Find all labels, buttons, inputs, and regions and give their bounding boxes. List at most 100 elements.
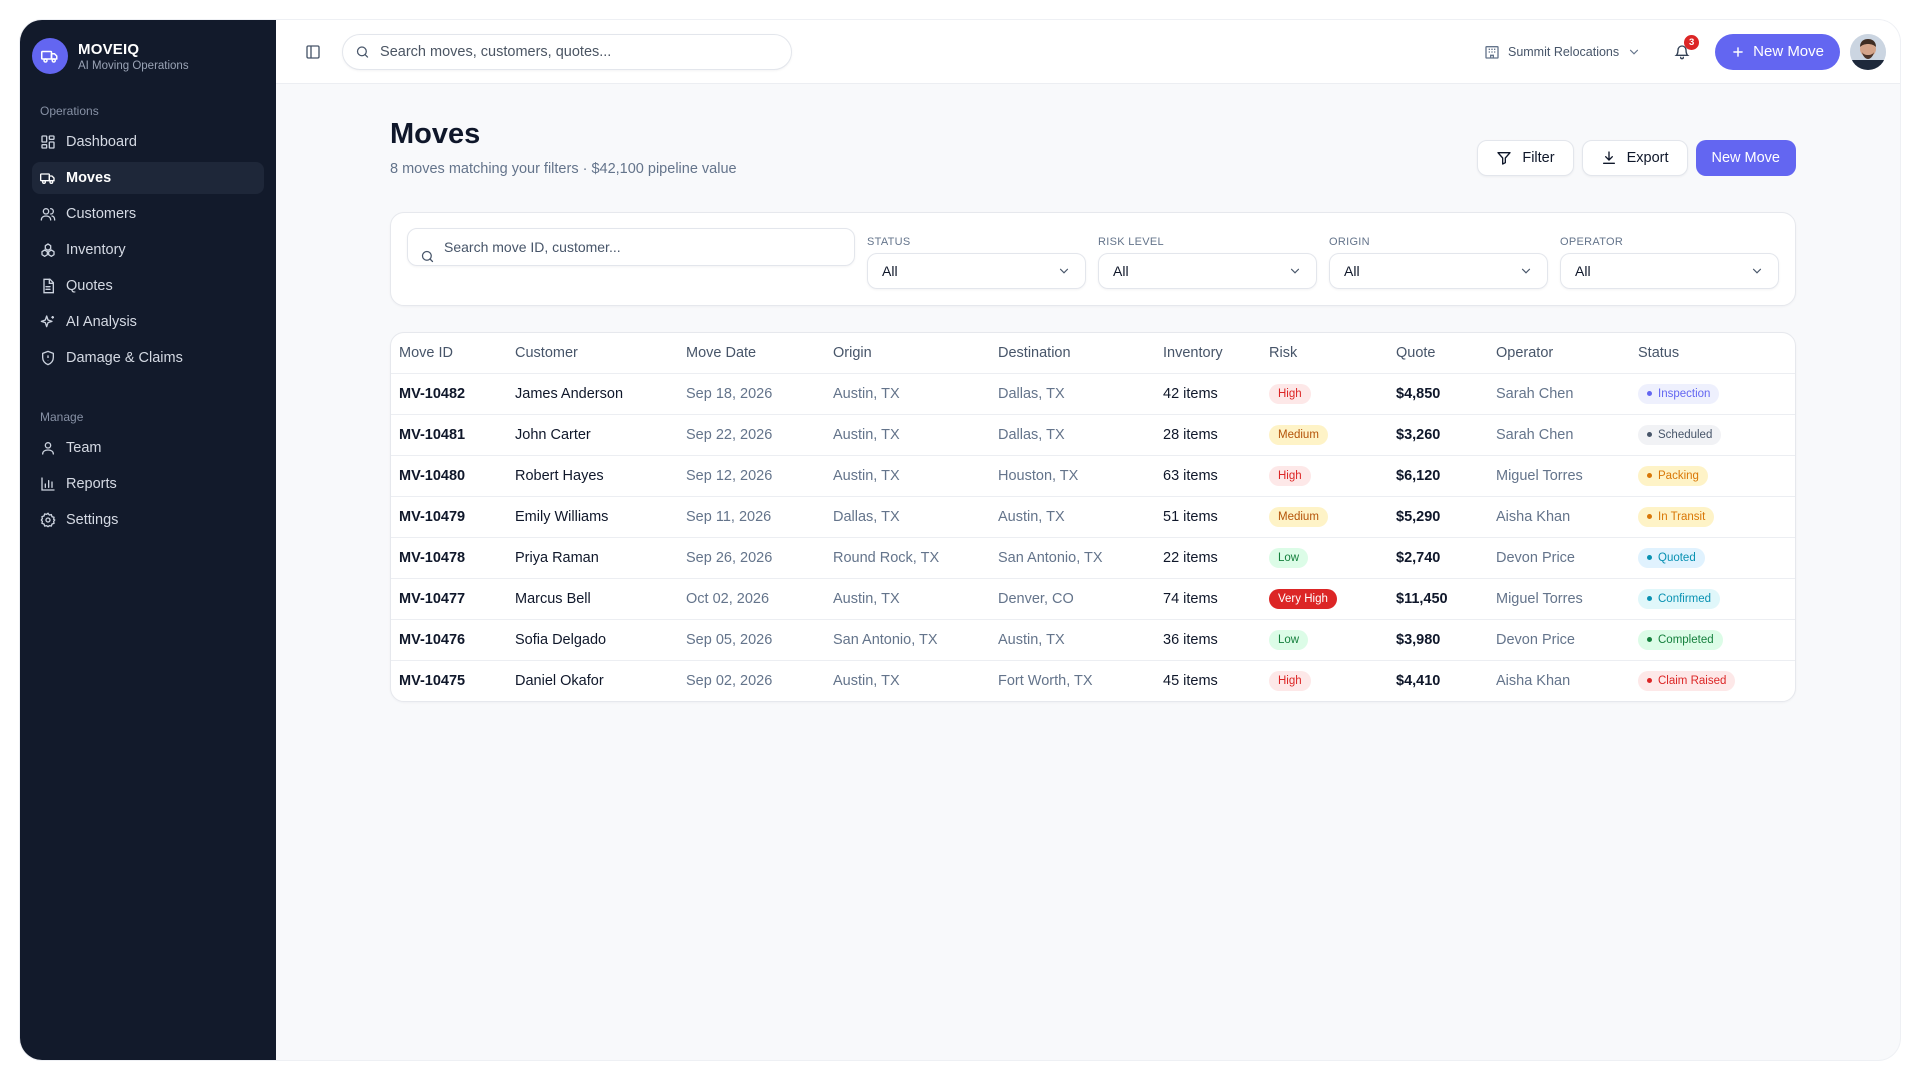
column-header[interactable]: Destination — [990, 333, 1155, 374]
sidebar-item-moves[interactable]: Moves — [32, 162, 264, 194]
moves-table-card: Move ID Customer Move Date Origin Destin… — [390, 332, 1796, 702]
sidebar-item-quotes[interactable]: Quotes — [32, 270, 264, 302]
origin-filter: ORIGIN All — [1329, 228, 1548, 289]
column-header[interactable]: Move Date — [678, 333, 825, 374]
select-value: All — [882, 263, 898, 279]
global-search[interactable] — [342, 33, 792, 70]
global-search-input[interactable] — [380, 43, 779, 60]
quote-amount: $5,290 — [1388, 496, 1488, 538]
sidebar-item-inventory[interactable]: Inventory — [32, 234, 264, 266]
sidebar-item-team[interactable]: Team — [32, 432, 264, 464]
inventory-count: 63 items — [1155, 455, 1261, 497]
quote-amount: $4,410 — [1396, 672, 1441, 689]
origin: San Antonio, TX — [825, 619, 990, 661]
move-search-input[interactable] — [444, 239, 854, 255]
customer-name: Robert Hayes — [507, 455, 678, 497]
sidebar-item-label: Dashboard — [66, 134, 137, 150]
risk-select[interactable]: All — [1098, 253, 1317, 289]
origin-select[interactable]: All — [1329, 253, 1548, 289]
chevron-down-icon — [1290, 268, 1300, 274]
sidebar-item-customers[interactable]: Customers — [32, 198, 264, 230]
inventory-count: 28 items — [1155, 414, 1261, 456]
origin: Round Rock, TX — [825, 537, 990, 579]
bell-icon — [1674, 44, 1690, 59]
customer-name: John Carter — [507, 414, 678, 456]
move-id[interactable]: MV-10479 — [391, 496, 507, 538]
status-cell: Claim Raised — [1630, 660, 1795, 701]
table-row[interactable]: MV-10482 James Anderson Sep 18, 2026 Austin… — [391, 373, 1795, 415]
sidebar-item-ai-analysis[interactable]: AI Analysis — [32, 306, 264, 338]
new-move-button[interactable]: New Move — [1695, 140, 1796, 176]
table-row[interactable]: MV-10480 Robert Hayes Sep 12, 2026 Austin, … — [391, 455, 1795, 497]
page-title: Moves — [390, 118, 481, 150]
sidebar-item-dashboard[interactable]: Dashboard — [32, 126, 264, 158]
destination: Dallas, TX — [990, 414, 1155, 456]
column-header[interactable]: Operator — [1488, 333, 1630, 374]
table-row[interactable]: MV-10476 Sofia Delgado Sep 05, 2026 San Ant… — [391, 619, 1795, 661]
risk-badge: Medium — [1269, 424, 1328, 445]
move-date: Sep 12, 2026 — [678, 455, 825, 497]
column-header[interactable]: Status — [1630, 333, 1795, 374]
document-icon — [43, 278, 54, 294]
column-header[interactable]: Inventory — [1155, 333, 1261, 374]
sidebar-item-damage-claims[interactable]: Damage & Claims — [32, 342, 264, 374]
origin: Austin, TX — [825, 414, 990, 456]
table-row[interactable]: MV-10478 Priya Raman Sep 26, 2026 Round Roc… — [391, 537, 1795, 579]
table-row[interactable]: MV-10475 Daniel Okafor Sep 02, 2026 Austin,… — [391, 660, 1795, 701]
operator-select[interactable]: All — [1560, 253, 1779, 289]
inventory-count: 51 items — [1155, 496, 1261, 538]
destination: Austin, TX — [990, 496, 1155, 538]
move-id[interactable]: MV-10482 — [391, 373, 507, 415]
risk-badge: High — [1269, 465, 1311, 486]
brand[interactable]: MOVEIQ AI Moving Operations — [32, 34, 264, 78]
table-row[interactable]: MV-10479 Emily Williams Sep 11, 2026 Dallas… — [391, 496, 1795, 538]
sidebar-item-label: Quotes — [66, 278, 113, 294]
org-switcher[interactable]: Summit Relocations — [1484, 44, 1641, 60]
page-actions: Filter Export New Move — [1477, 140, 1796, 176]
column-header[interactable]: Quote — [1388, 333, 1488, 374]
sidebar-item-settings[interactable]: Settings — [32, 504, 264, 536]
export-label: Export — [1626, 150, 1669, 166]
main-area: Summit Relocations 3 New Move — [276, 20, 1900, 1060]
status-cell: In Transit — [1630, 496, 1795, 538]
avatar[interactable] — [1850, 33, 1886, 70]
table-row[interactable]: MV-10481 John Carter Sep 22, 2026 Austin, T… — [391, 414, 1795, 456]
app-name: MOVEIQ — [78, 40, 140, 58]
filter-label: Filter — [1522, 150, 1555, 166]
sidebar-toggle-icon[interactable] — [302, 41, 324, 63]
sidebar-item-label: Settings — [66, 512, 119, 528]
column-header[interactable]: Origin — [825, 333, 990, 374]
status-select[interactable]: All — [867, 253, 1086, 289]
move-date: Sep 18, 2026 — [678, 373, 825, 415]
move-search[interactable] — [407, 228, 855, 266]
origin: Austin, TX — [825, 578, 990, 620]
status-label: In Transit — [1658, 510, 1706, 523]
move-id[interactable]: MV-10480 — [391, 455, 507, 497]
status-dot — [1647, 473, 1652, 478]
status-dot — [1647, 637, 1652, 642]
notifications-button[interactable]: 3 — [1671, 34, 1700, 63]
sidebar-item-label: Moves — [66, 170, 112, 186]
move-id[interactable]: MV-10481 — [391, 414, 507, 456]
move-id[interactable]: MV-10475 — [399, 672, 466, 689]
table-row[interactable]: MV-10477 Marcus Bell Oct 02, 2026 Austin, T… — [391, 578, 1795, 620]
destination: Houston, TX — [990, 455, 1155, 497]
sidebar-item-label: Reports — [66, 476, 117, 492]
status-cell: Inspection — [1630, 373, 1795, 415]
new-move-topbar-button[interactable]: New Move — [1715, 33, 1840, 70]
sidebar-item-label: Customers — [66, 206, 137, 222]
risk-badge: High — [1269, 383, 1311, 404]
move-id[interactable]: MV-10477 — [391, 578, 507, 620]
move-id[interactable]: MV-10476 — [391, 619, 507, 661]
filter-button[interactable]: Filter — [1477, 140, 1574, 176]
column-header[interactable]: Risk — [1261, 333, 1388, 374]
export-button[interactable]: Export — [1581, 140, 1688, 176]
sidebar-item-reports[interactable]: Reports — [32, 468, 264, 500]
content: Moves 8 moves matching your filters · $4… — [276, 84, 1900, 702]
column-header[interactable]: Customer — [507, 333, 678, 374]
column-header[interactable]: Move ID — [391, 333, 507, 374]
status-cell: Packing — [1630, 455, 1795, 497]
move-id[interactable]: MV-10478 — [391, 537, 507, 579]
truck-logo-icon — [32, 38, 68, 74]
search-icon — [356, 45, 369, 58]
